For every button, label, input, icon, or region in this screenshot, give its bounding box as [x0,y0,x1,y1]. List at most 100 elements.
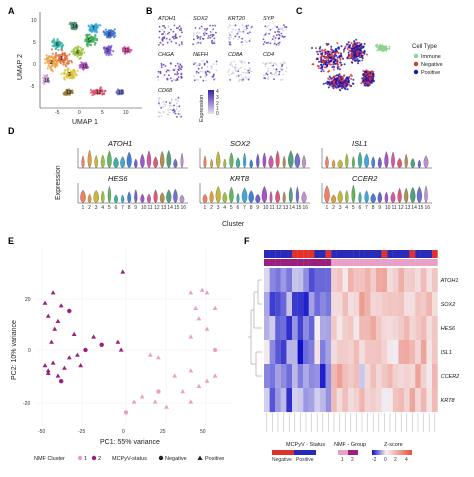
heat-cell [432,292,438,317]
celltype-point [328,60,330,63]
celltype-point [322,70,325,73]
celltype-point [338,55,341,58]
feature-point [174,112,177,115]
heat-cell [280,340,287,365]
feature-point [195,70,198,73]
umap-point [81,62,84,65]
celltype-point [335,59,338,62]
violin-shape [416,186,422,204]
heat-cell [342,316,349,341]
celltype-point [356,41,359,44]
umap-point [86,33,89,36]
feature-point [176,79,179,81]
violin-gene-title: ISL1 [352,139,367,148]
umap-point [88,43,91,46]
umap-point [49,55,52,59]
heat-nmf-cell [348,259,354,266]
feature-point [278,70,281,73]
heat-status-legend-title: MCPyV - Status [286,442,325,448]
heat-cell [292,340,298,365]
heat-cell [409,292,416,317]
feature-point [200,25,203,28]
umap-point [103,90,106,93]
feature-point [204,75,207,78]
feature-point [159,71,162,74]
pca-xtick: -50 [38,429,45,435]
feature-point [180,29,183,32]
feature-point [234,68,236,71]
celltype-point [347,53,350,56]
celltype-legend-title: Cell Type [412,44,438,50]
heat-status-cell [264,250,270,258]
heat-cell [348,316,354,341]
celltype-point [321,49,324,52]
heat-cell [269,316,276,341]
celltype-point [327,86,330,89]
violin-cluster-tick: 1 [82,205,85,211]
umap-point [80,52,83,55]
heat-cell [432,268,438,293]
violin-xlabel: Cluster [222,221,245,228]
feature-point [161,39,164,42]
celltype-point [330,56,333,59]
umap-point [65,74,68,77]
celltype-point [341,81,344,84]
umap-point [80,50,83,53]
heat-cell [336,316,343,341]
heat-gene-label: SOX2 [441,302,456,308]
umap-point [66,72,69,75]
violin-shape [126,151,132,169]
heat-status-cell [275,250,281,258]
feature-point [237,70,240,73]
feature-point [240,66,243,69]
heat-status-cell [303,250,309,258]
heat-cell [398,364,405,389]
heat-cell [342,388,349,413]
pca-point-negative [83,347,88,353]
violin-shape [268,155,274,169]
heat-cell [364,268,371,293]
heat-cell [364,340,371,365]
umap-point [94,30,97,33]
celltype-point [347,41,350,44]
feature-point [172,111,175,113]
heat-cell [320,316,326,341]
feature-point [174,64,177,67]
feature-point [205,79,208,82]
celltype-point [328,83,331,86]
heat-cell [331,292,337,317]
heat-cell [303,364,309,389]
heat-cell [280,388,287,413]
celltype-point [347,79,350,82]
umap-a-ytick: 0 [33,62,36,68]
feature-gene-title: CD4 [263,52,274,58]
heat-nmf-cell [398,259,405,266]
feature-point [272,64,275,67]
umap-a-xtick: 5 [101,110,104,116]
heat-cell [331,268,337,293]
umap-point [106,50,109,54]
umap-point [78,49,81,52]
feature-point [273,42,276,45]
heat-cell [280,364,287,389]
celltype-point [336,51,339,54]
umap-point [91,90,94,94]
umap-point [66,91,69,94]
heat-cell [314,364,321,389]
feature-point [203,32,206,35]
umap-point [85,37,88,40]
umap-point [50,60,54,63]
celltype-point [337,86,339,89]
heat-cell [303,268,309,293]
feature-point [205,74,208,76]
violin-cluster-tick: 2 [332,205,335,211]
umap-point [47,64,50,67]
celltype-point [343,63,346,66]
feature-point [180,66,183,69]
feature-point [247,69,250,72]
umap-point [126,48,129,51]
celltype-point [338,47,340,50]
heat-cell [420,268,427,293]
heat-cell [359,268,365,293]
celltype-point [382,46,384,49]
